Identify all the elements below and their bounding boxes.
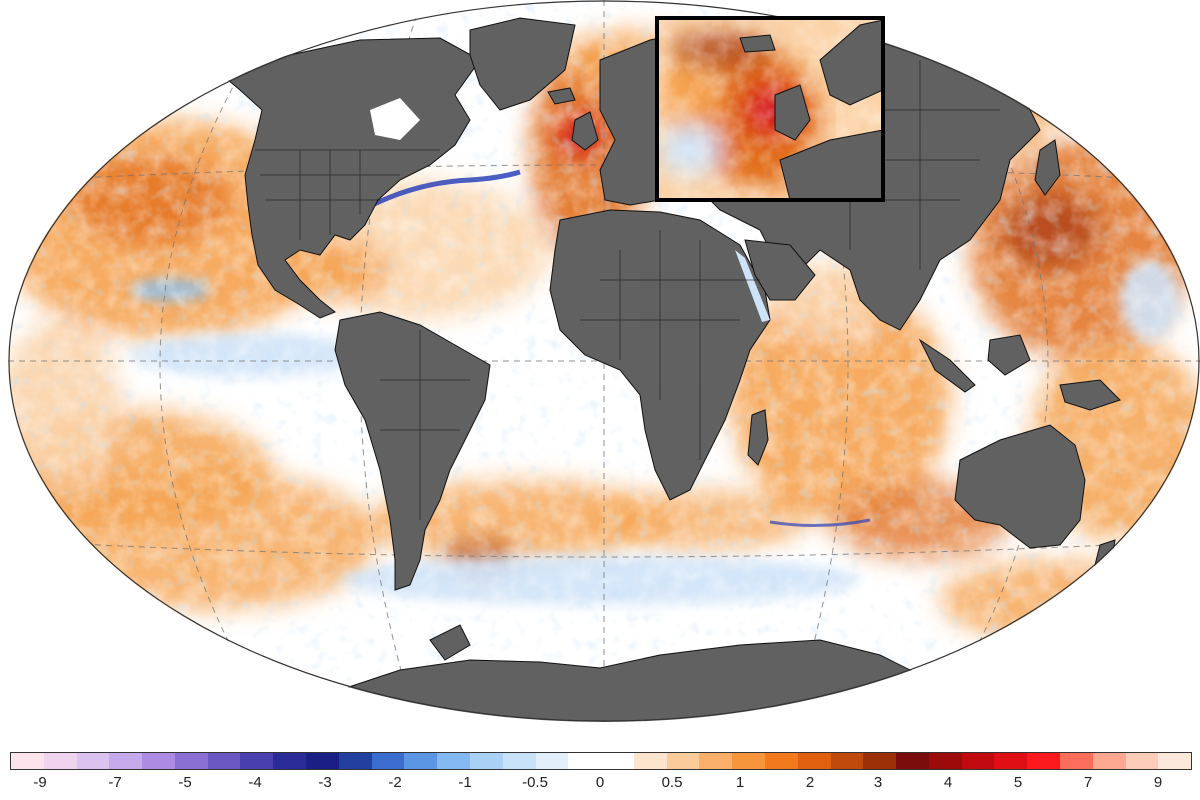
colorbar-tick-label: 7	[1083, 774, 1093, 791]
colorbar-swatch	[928, 753, 962, 769]
colorbar-swatch	[142, 753, 175, 769]
colorbar-swatch	[469, 753, 503, 769]
colorbar-swatch	[797, 753, 831, 769]
colorbar-swatch	[535, 753, 569, 769]
colorbar-tick-label: 0.5	[661, 774, 683, 791]
colorbar-tick-label: 2	[805, 774, 815, 791]
colorbar-swatch	[306, 753, 339, 769]
arabia	[744, 239, 816, 301]
sumatra	[918, 338, 976, 393]
colorbar-legend: -9 -7 -5 -4 -3 -2 -1 -0.5 0 0.5 1 2 3 4 5 7 9	[10, 752, 1192, 796]
colorbar-tick-label: -9	[33, 774, 47, 791]
colorbar-swatch	[240, 753, 274, 769]
colorbar-swatch	[568, 753, 602, 769]
colorbar-swatch	[896, 753, 929, 769]
colorbar-tick-label: 3	[873, 774, 883, 791]
colorbar-swatch	[699, 753, 733, 769]
colorbar-swatch	[666, 753, 700, 769]
colorbar-swatch	[1027, 753, 1060, 769]
colorbar-tick-label: -3	[318, 774, 332, 791]
madagascar	[747, 409, 769, 466]
inset-norway	[819, 19, 883, 106]
inset-mainland	[779, 129, 883, 200]
colorbar-swatch	[371, 753, 405, 769]
colorbar-tick-label: -5	[178, 774, 192, 791]
colorbar-swatch	[437, 753, 470, 769]
colorbar-swatch	[207, 753, 241, 769]
colorbar-tick-label: -0.5	[522, 774, 548, 791]
colorbar-swatch	[11, 753, 44, 769]
iceland	[547, 87, 576, 105]
colorbar-swatch	[1125, 753, 1159, 769]
colorbar-swatch	[43, 753, 77, 769]
inset-uk	[774, 84, 811, 141]
colorbar-swatch	[961, 753, 995, 769]
colorbar-swatch	[1158, 753, 1192, 769]
colorbar-swatch	[502, 753, 536, 769]
japan	[1034, 139, 1061, 196]
colorbar-swatch	[174, 753, 208, 769]
europe-inset	[655, 16, 885, 202]
colorbar-scale	[10, 752, 1192, 770]
colorbar-tick-label: 9	[1153, 774, 1163, 791]
world-map	[8, 0, 1200, 722]
colorbar-swatch	[1092, 753, 1126, 769]
borneo	[987, 334, 1031, 376]
colorbar-tick-label: -4	[248, 774, 262, 791]
colorbar-tick-label: -1	[458, 774, 472, 791]
colorbar-swatch	[273, 753, 307, 769]
new-guinea	[1059, 379, 1121, 411]
colorbar-swatch	[633, 753, 667, 769]
ocean-field	[8, 0, 1200, 722]
colorbar-tick-label: -2	[388, 774, 402, 791]
colorbar-tick-label: 1	[735, 774, 745, 791]
colorbar-tick-label: -7	[108, 774, 122, 791]
colorbar-tick-label: 5	[1013, 774, 1023, 791]
south-america	[334, 311, 491, 591]
sst-anomaly-map	[8, 0, 1200, 722]
colorbar-tick-label: 0	[595, 774, 605, 791]
colorbar-swatch	[76, 753, 110, 769]
colorbar-swatch	[863, 753, 897, 769]
colorbar-swatch	[404, 753, 438, 769]
uk-ireland	[571, 111, 599, 151]
colorbar-swatch	[338, 753, 372, 769]
colorbar-swatch	[732, 753, 765, 769]
colorbar-swatch	[764, 753, 798, 769]
north-america	[220, 37, 481, 319]
colorbar-tick-label: 4	[943, 774, 953, 791]
australia	[954, 424, 1086, 549]
colorbar-labels: -9 -7 -5 -4 -3 -2 -1 -0.5 0 0.5 1 2 3 4 5 7 9	[10, 774, 1192, 796]
colorbar-swatch	[601, 753, 634, 769]
greenland	[469, 17, 576, 111]
colorbar-swatch	[1060, 753, 1093, 769]
inset-iceland	[739, 34, 776, 53]
colorbar-swatch	[109, 753, 143, 769]
colorbar-swatch	[994, 753, 1028, 769]
colorbar-swatch	[830, 753, 864, 769]
